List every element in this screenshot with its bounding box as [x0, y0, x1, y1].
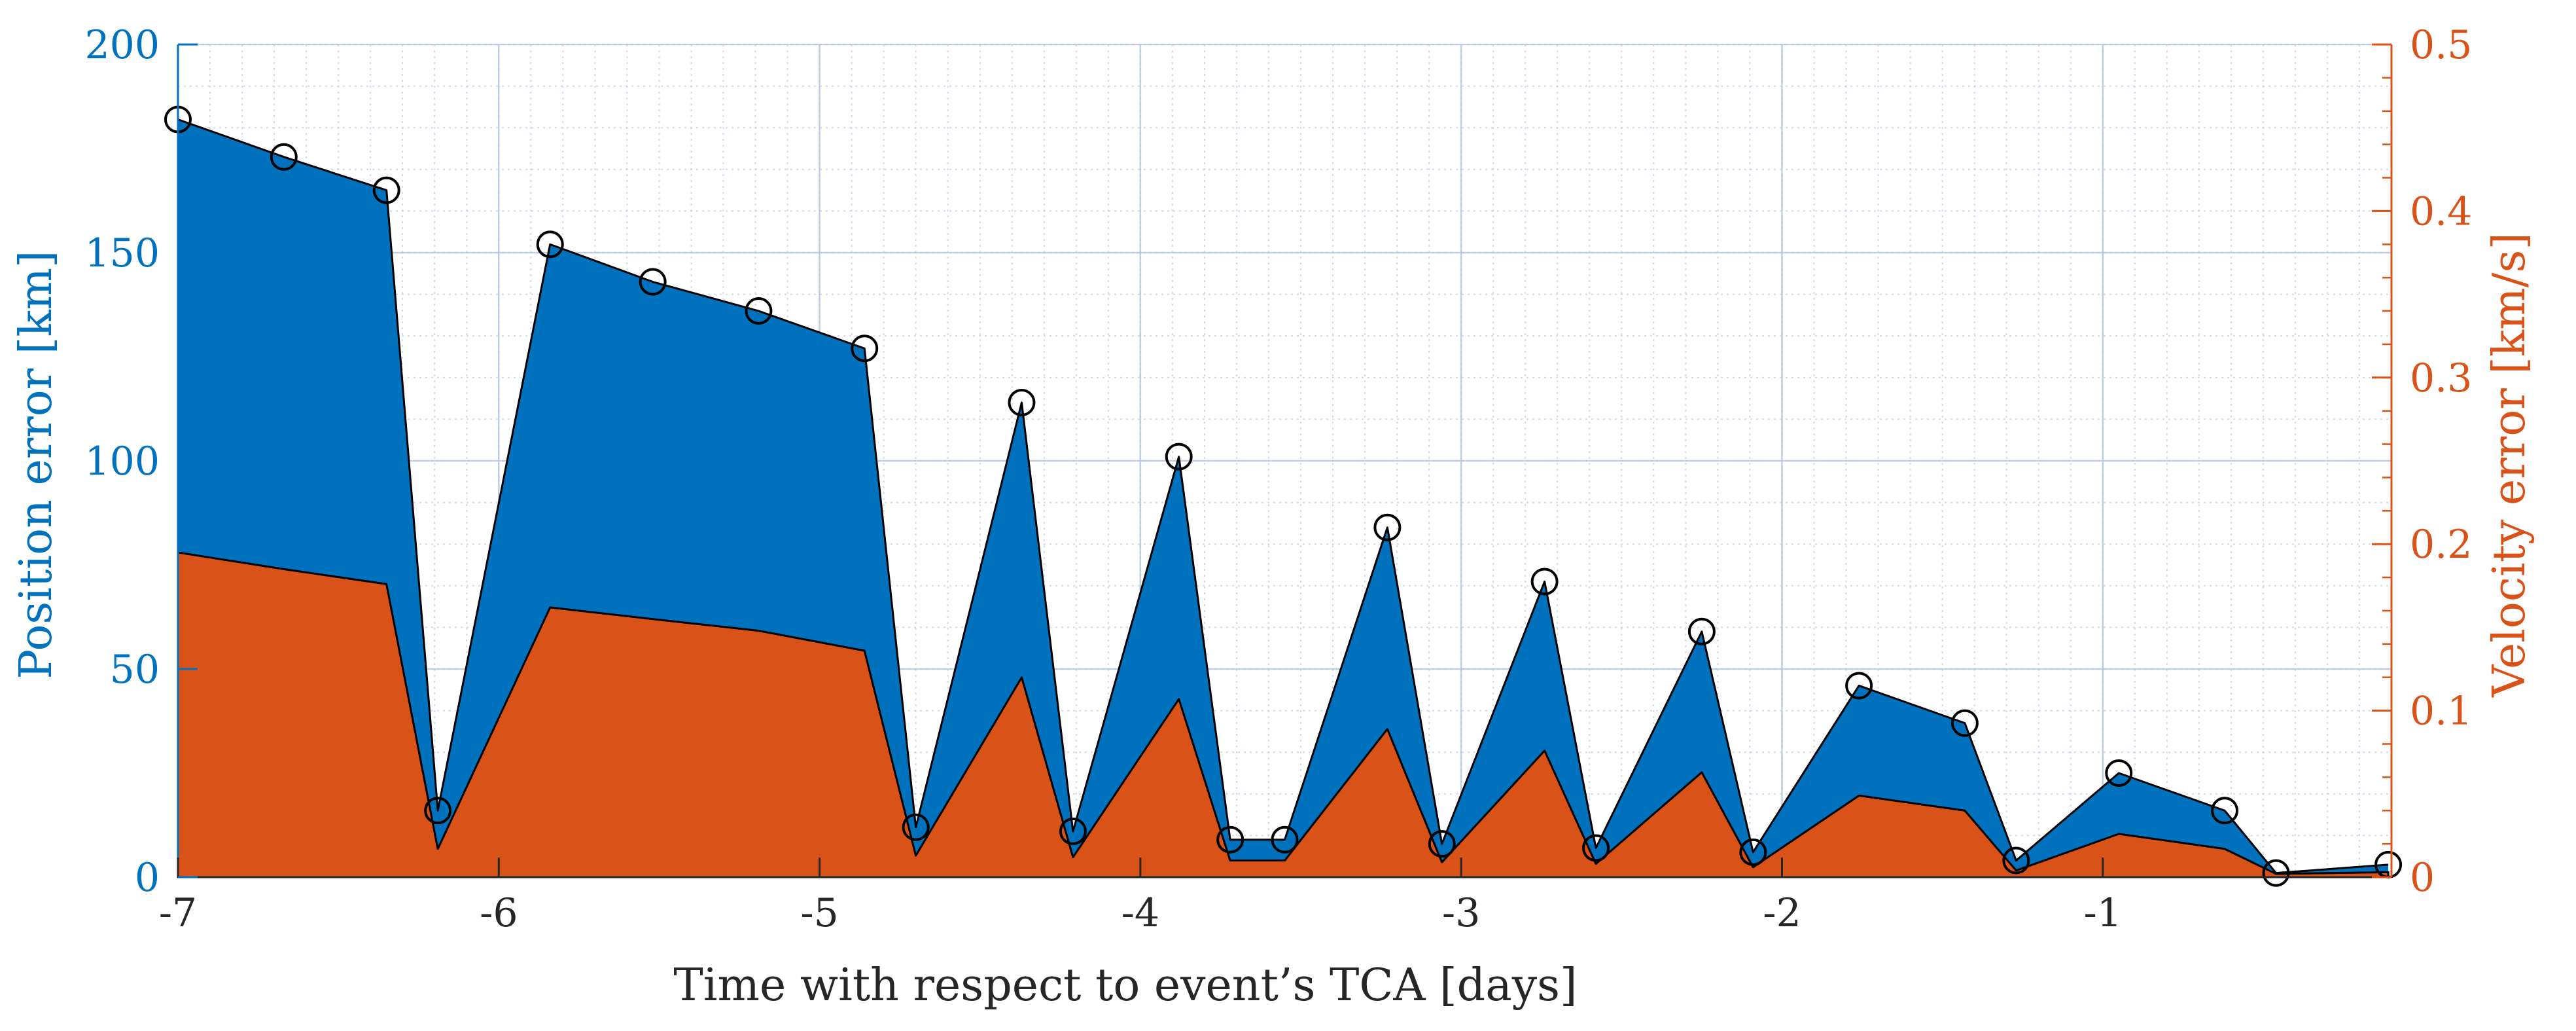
y-right-tick-label: 0	[2410, 855, 2435, 901]
position-marker	[536, 230, 564, 259]
x-tick-label: -6	[480, 890, 518, 936]
position-marker	[1845, 672, 1873, 700]
x-tick-label: -3	[1442, 890, 1480, 936]
position-marker	[270, 143, 298, 171]
y-right-tick-label: 0.3	[2410, 355, 2472, 401]
position-marker	[1687, 617, 1716, 645]
x-axis-label: Time with respect to event’s TCA [days]	[673, 960, 1577, 1011]
x-tick-label: -1	[2084, 890, 2122, 936]
position-marker	[2374, 850, 2403, 878]
position-marker	[1271, 825, 1299, 854]
x-ticks: -7 -6 -5 -4 -3 -2 -1	[159, 858, 2122, 936]
position-marker	[1216, 825, 1244, 854]
y-right-tick-label: 0.1	[2410, 689, 2472, 734]
y-right-tick-label: 0.4	[2410, 189, 2472, 234]
y-left-tick-label: 100	[84, 439, 160, 484]
position-marker	[372, 176, 400, 204]
position-marker	[1530, 568, 1559, 596]
position-marker	[2262, 859, 2290, 887]
position-marker	[2105, 759, 2133, 787]
y-left-tick-label: 0	[135, 855, 160, 901]
position-marker	[1008, 388, 1036, 416]
y-right-tick-label: 0.2	[2410, 522, 2472, 568]
position-marker	[639, 268, 667, 296]
y-left-tick-label: 200	[84, 22, 160, 68]
position-marker	[1059, 818, 1087, 846]
position-marker	[1165, 443, 1193, 471]
position-error-line	[177, 118, 2389, 875]
position-error-fill	[178, 119, 2389, 874]
position-marker	[1582, 834, 1610, 862]
x-tick-label: -2	[1763, 890, 1801, 936]
y-right-ticks: 0 0.1 0.2 0.3 0.4 0.5	[2372, 22, 2472, 901]
x-tick-label: -7	[159, 890, 197, 936]
position-marker	[2211, 797, 2239, 825]
position-marker	[1950, 709, 1979, 737]
position-marker	[424, 797, 452, 825]
position-marker	[2002, 846, 2030, 875]
position-marker	[902, 813, 930, 841]
y-right-axis-label: Velocity error [km/s]	[2484, 232, 2535, 698]
y-right-tick-label: 0.5	[2410, 22, 2472, 68]
position-markers	[164, 105, 2403, 887]
position-marker	[745, 297, 773, 325]
major-grid	[177, 43, 2391, 878]
y-left-ticks: 0 50 100 150 200	[84, 22, 198, 901]
x-tick-label: -4	[1121, 890, 1159, 936]
position-marker	[851, 335, 879, 363]
y-left-axis-label: Position error [km]	[10, 250, 62, 679]
x-tick-label: -5	[800, 890, 838, 936]
velocity-error-line	[177, 551, 2389, 875]
y-left-tick-label: 50	[110, 647, 160, 693]
position-marker	[1739, 838, 1767, 866]
position-marker	[1373, 513, 1402, 541]
y-left-tick-label: 150	[84, 230, 160, 276]
position-error-area	[177, 118, 2389, 875]
position-marker	[1428, 830, 1456, 858]
